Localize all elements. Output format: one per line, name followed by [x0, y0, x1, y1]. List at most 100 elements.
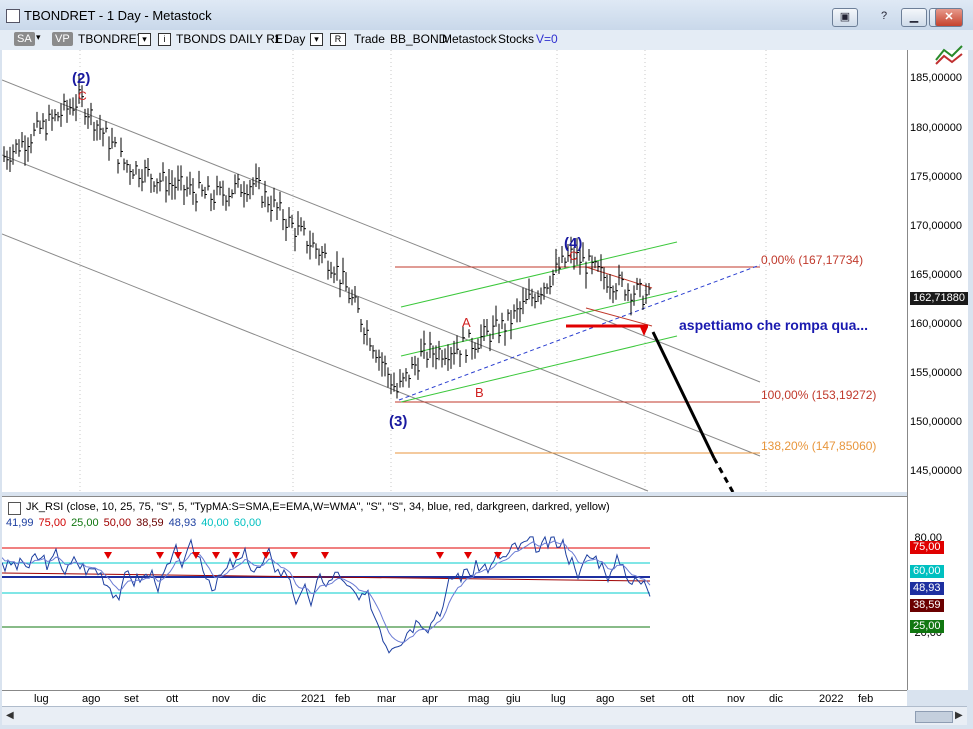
period-label[interactable]: 1 Day [274, 32, 306, 46]
vp-button[interactable]: VP [52, 32, 73, 46]
indicator-value: 50,00 [103, 517, 132, 529]
sell-signal-arrow-icon [436, 552, 444, 559]
indicator-value: 40,00 [201, 517, 229, 529]
price-chart[interactable]: (2) C (3) (4) C A B aspettiamo che rompa… [2, 50, 907, 492]
fib-100-label: 100,00% (153,19272) [761, 388, 876, 402]
chart-toolbar: SA ▾ VP TBONDRET ▾ i TBONDS DAILY RE 1 D… [0, 30, 973, 50]
stocks-label[interactable]: Stocks [498, 32, 535, 46]
layout-label[interactable]: Metastock [442, 32, 497, 46]
projection-line [651, 331, 716, 459]
indicator-value-tag: 75,00 [910, 541, 944, 554]
current-price-tag: 162,71880 [910, 292, 968, 306]
window-titlebar: TBONDRET - 1 Day - Metastock ▣ ? ▁ □ ✕ [0, 0, 973, 31]
indicator-value: 38,59 [136, 517, 164, 529]
date-axis-label: mar [377, 693, 396, 705]
indicator-values: 41,99 75,00 25,00 50,00 38,59 48,93 40,00 60,00 [6, 517, 266, 529]
price-axis-label: 185,00000 [910, 72, 962, 85]
sell-signal-arrow-icon [156, 552, 164, 559]
indicator-value: 60,00 [233, 517, 262, 529]
sa-dropdown-icon[interactable]: ▾ [36, 32, 41, 42]
r-box-button[interactable]: R [330, 33, 346, 46]
date-axis-label: 2021 [301, 693, 326, 705]
fib-0-label: 0,00% (167,17734) [761, 253, 863, 267]
price-axis[interactable]: 185,00000 180,00000 175,00000 170,00000 165,… [907, 45, 968, 690]
minimize-button[interactable]: ▁ [901, 8, 927, 27]
v-indicator: V=0 [536, 32, 558, 46]
wave-a-label: A [462, 315, 471, 330]
date-axis-label: nov [727, 693, 745, 705]
price-axis-label: 170,00000 [910, 219, 962, 232]
date-axis-label: ott [682, 693, 695, 705]
indicator-value-tag: 38,59 [910, 598, 944, 612]
template-label[interactable]: BB_BOND [390, 32, 448, 46]
scroll-thumb[interactable] [915, 711, 953, 723]
price-axis-label: 160,00000 [910, 318, 962, 331]
chart-trend-icon[interactable] [934, 42, 964, 68]
rsi-indicator-pane[interactable] [2, 496, 907, 691]
price-axis-label: 175,00000 [910, 170, 962, 183]
wave-4-label: (4) [564, 235, 582, 252]
indicator-settings-icon[interactable] [8, 502, 21, 515]
sell-signal-arrow-icon [104, 552, 112, 559]
date-axis-label: feb [858, 693, 874, 705]
wave-3-label: (3) [389, 413, 407, 430]
date-axis-label: ago [82, 693, 101, 705]
scroll-right-icon[interactable]: ▶ [955, 710, 963, 721]
security-name: TBONDS DAILY RE [176, 32, 283, 46]
indicator-title: JK_RSI (close, 10, 25, 75, "S", 5, "TypM… [26, 501, 610, 513]
sell-signal-arrow-icon [464, 552, 472, 559]
support-trendline [398, 264, 761, 401]
restore-chart-icon[interactable]: ▣ [832, 8, 858, 27]
sell-signal-arrow-icon [212, 552, 220, 559]
period-dropdown-icon[interactable]: ▾ [310, 33, 323, 46]
security-info-icon[interactable]: i [158, 33, 171, 46]
sell-signal-arrow-icon [321, 552, 329, 559]
price-axis-label: 155,00000 [910, 367, 962, 380]
date-axis-label: nov [212, 693, 230, 705]
indicator-value-tag: 48,93 [910, 582, 944, 596]
date-axis-label: feb [335, 693, 351, 705]
comment-text: aspettiamo che rompa qua... [679, 317, 868, 333]
date-axis-label: dic [252, 693, 267, 705]
scroll-left-icon[interactable]: ◀ [6, 710, 14, 721]
date-axis-label: apr [422, 693, 438, 705]
symbol-label[interactable]: TBONDRET [78, 32, 144, 46]
price-axis-label: 180,00000 [910, 121, 962, 134]
projection-dashed-line [712, 457, 735, 492]
symbol-dropdown-icon[interactable]: ▾ [138, 33, 151, 46]
wave-b-label: B [475, 385, 484, 400]
rsi-signal-line [2, 572, 651, 582]
date-axis-label: ago [596, 693, 615, 705]
help-icon[interactable]: ? [880, 10, 888, 22]
indicator-value-tag: 60,00 [910, 564, 944, 578]
date-axis-label: lug [34, 693, 49, 705]
date-axis-label: mag [468, 693, 490, 705]
price-axis-label: 150,00000 [910, 416, 962, 429]
break-arrow-icon [640, 327, 648, 336]
sell-signal-arrow-icon [494, 552, 502, 559]
app-icon [6, 9, 20, 23]
wave-2-c-label: C [78, 89, 87, 103]
sell-signal-arrow-icon [262, 552, 270, 559]
date-axis-label: lug [551, 693, 566, 705]
sa-button[interactable]: SA [14, 32, 35, 46]
trade-button[interactable]: Trade [354, 32, 385, 46]
sell-signal-arrow-icon [232, 552, 240, 559]
horizontal-scrollbar[interactable]: ◀ ▶ [2, 706, 967, 725]
sell-signal-arrow-icon [290, 552, 298, 559]
indicator-value: 48,93 [168, 517, 197, 529]
price-axis-label: 145,00000 [910, 465, 962, 478]
rsi-smooth-line [2, 540, 651, 643]
indicator-value-tag: 25,00 [910, 620, 944, 633]
date-axis-label: 2022 [819, 693, 844, 705]
close-button[interactable]: ✕ [935, 8, 963, 27]
date-axis-label: set [640, 693, 655, 705]
fib-138-label: 138,20% (147,85060) [761, 439, 876, 453]
date-axis[interactable]: lug ago set ott nov dic 2021 feb mar apr mag giu lug… [2, 690, 907, 707]
indicator-value: 41,99 [6, 517, 34, 529]
price-bars [3, 74, 651, 399]
price-axis-label: 165,00000 [910, 268, 962, 281]
rsi-line [2, 535, 651, 654]
date-axis-label: set [124, 693, 139, 705]
sell-signal-arrow-icon [192, 552, 200, 559]
